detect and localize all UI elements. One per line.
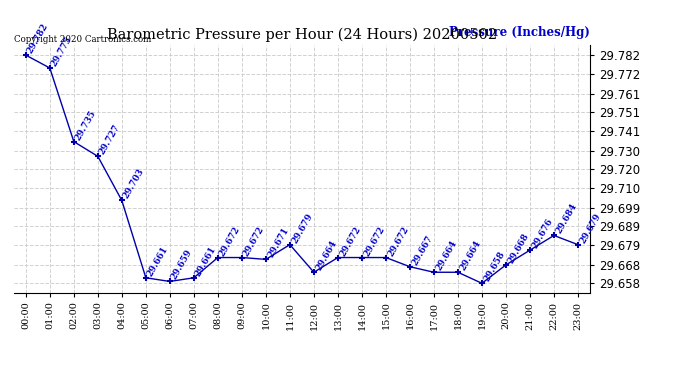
Text: 29.679: 29.679 — [290, 211, 314, 244]
Text: 29.659: 29.659 — [170, 248, 194, 282]
Text: 29.672: 29.672 — [362, 224, 386, 258]
Text: 29.664: 29.664 — [458, 239, 482, 272]
Text: 29.671: 29.671 — [266, 226, 290, 260]
Text: 29.672: 29.672 — [338, 224, 362, 258]
Text: 29.664: 29.664 — [434, 239, 458, 272]
Text: Copyright 2020 Cartronics.com: Copyright 2020 Cartronics.com — [14, 35, 152, 44]
Text: 29.672: 29.672 — [242, 224, 266, 258]
Text: 29.672: 29.672 — [218, 224, 242, 258]
Text: 29.676: 29.676 — [530, 217, 554, 250]
Text: 29.668: 29.668 — [506, 232, 531, 265]
Text: 29.775: 29.775 — [50, 35, 74, 68]
Text: 29.684: 29.684 — [554, 202, 578, 236]
Text: 29.735: 29.735 — [74, 108, 98, 142]
Text: 29.667: 29.667 — [410, 234, 434, 267]
Text: 29.664: 29.664 — [314, 239, 338, 272]
Text: 29.679: 29.679 — [578, 211, 602, 244]
Text: 29.703: 29.703 — [122, 167, 146, 201]
Text: 29.658: 29.658 — [482, 250, 506, 283]
Text: Pressure (Inches/Hg): Pressure (Inches/Hg) — [449, 26, 590, 39]
Title: Barometric Pressure per Hour (24 Hours) 20200502: Barometric Pressure per Hour (24 Hours) … — [107, 28, 497, 42]
Text: 29.672: 29.672 — [386, 224, 411, 258]
Text: 29.661: 29.661 — [194, 244, 218, 278]
Text: 29.782: 29.782 — [26, 22, 50, 55]
Text: 29.661: 29.661 — [146, 244, 170, 278]
Text: 29.727: 29.727 — [98, 123, 122, 156]
